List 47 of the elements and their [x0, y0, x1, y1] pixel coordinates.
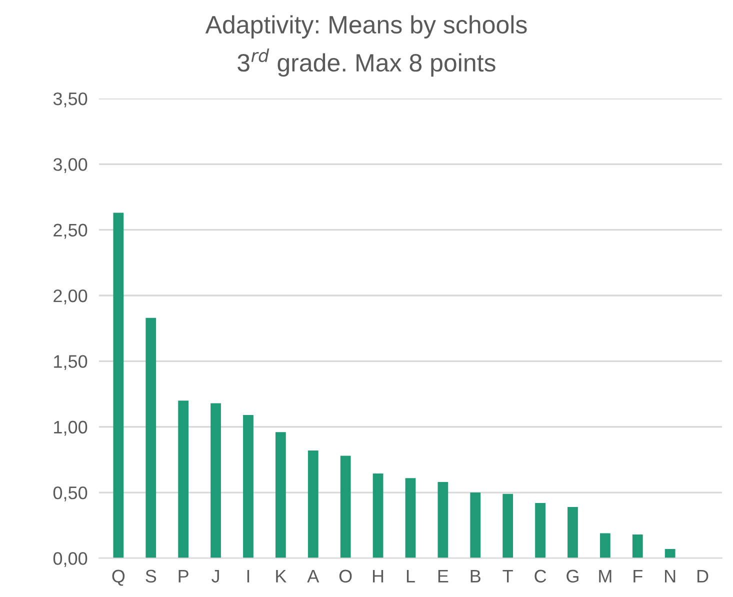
- bar: [210, 403, 221, 558]
- bar: [502, 494, 514, 558]
- x-tick-label: D: [697, 570, 708, 582]
- bar: [438, 482, 448, 558]
- x-tick-label: T: [502, 570, 513, 582]
- bar: [340, 456, 351, 558]
- x-tick-label: A: [307, 570, 320, 582]
- bar: [113, 212, 124, 558]
- x-tick-label: E: [438, 570, 448, 582]
- y-tick-label: 2,00: [54, 289, 88, 304]
- bar: [568, 506, 578, 558]
- x-tick-label: Q: [112, 570, 125, 586]
- bar: [308, 450, 318, 558]
- x-tick-label: B: [470, 570, 480, 582]
- x-tick-label: C: [534, 570, 546, 583]
- x-tick-label: L: [406, 570, 415, 582]
- y-tick-label: 1,50: [54, 355, 88, 370]
- chart-subtitle: 3$^{rd}$ grade. Max 8 points: [238, 48, 496, 77]
- x-tick-label: J: [212, 570, 219, 583]
- bar: [243, 415, 254, 558]
- y-tick-label: 1,00: [54, 420, 88, 436]
- x-tick-label: M: [599, 570, 612, 582]
- x-tick-label: N: [665, 570, 676, 582]
- x-tick-label: H: [372, 570, 384, 582]
- bar: [372, 473, 384, 558]
- x-tick-label: O: [339, 570, 352, 583]
- x-tick-label: K: [276, 570, 286, 582]
- x-tick-label: G: [566, 570, 578, 583]
- bar: [600, 533, 610, 558]
- y-tick-label: 0,50: [53, 486, 88, 502]
- y-tick-label: 3,50: [53, 92, 88, 108]
- x-tick-label: S: [146, 570, 156, 583]
- bar: [275, 432, 286, 558]
- y-tick-label: 3,00: [53, 158, 88, 174]
- chart-title: Adaptivity: Means by schools: [205, 15, 527, 39]
- y-tick-label: 2,50: [54, 224, 88, 239]
- bar: [178, 400, 189, 558]
- bar: [632, 534, 643, 558]
- bar: [405, 478, 416, 558]
- bar: [470, 492, 481, 558]
- y-tick-label: 0,00: [53, 552, 88, 568]
- x-tick-label: P: [178, 570, 188, 582]
- bar: [535, 503, 546, 558]
- bar: [146, 318, 156, 558]
- x-tick-label: I: [247, 570, 250, 582]
- bar: [664, 549, 676, 558]
- x-tick-label: F: [634, 570, 642, 582]
